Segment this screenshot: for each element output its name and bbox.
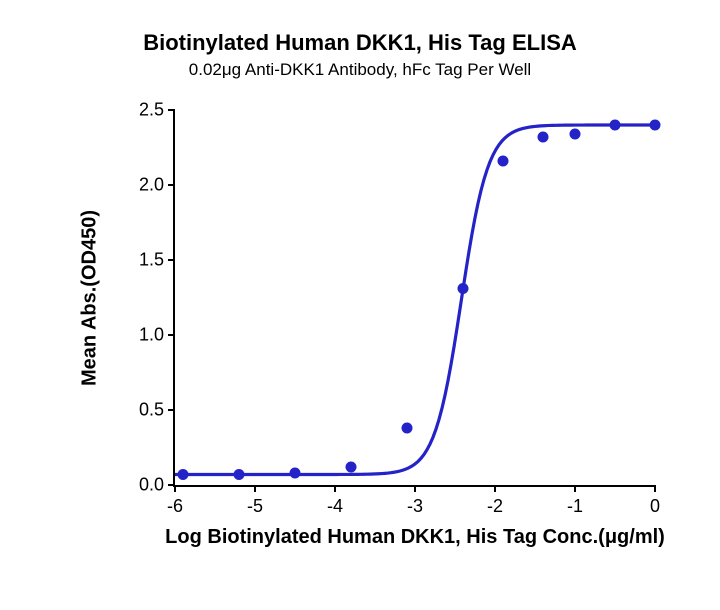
title-block: Biotinylated Human DKK1, His Tag ELISA 0…	[0, 30, 720, 80]
y-tick	[168, 184, 175, 186]
x-tick-label: -4	[327, 496, 343, 517]
chart-title: Biotinylated Human DKK1, His Tag ELISA	[0, 30, 720, 56]
x-tick	[334, 485, 336, 492]
x-tick-label: -5	[247, 496, 263, 517]
y-tick-label: 2.0	[126, 175, 164, 196]
y-axis	[173, 110, 175, 487]
x-tick	[174, 485, 176, 492]
y-tick-label: 1.0	[126, 325, 164, 346]
y-tick	[168, 409, 175, 411]
elisa-chart: Biotinylated Human DKK1, His Tag ELISA 0…	[0, 0, 720, 610]
chart-subtitle: 0.02μg Anti-DKK1 Antibody, hFc Tag Per W…	[0, 60, 720, 80]
data-point	[538, 132, 549, 143]
data-point	[458, 283, 469, 294]
data-point	[498, 156, 509, 167]
data-point	[610, 120, 621, 131]
y-tick-label: 2.5	[126, 100, 164, 121]
data-point	[570, 129, 581, 140]
data-point	[178, 469, 189, 480]
x-tick	[574, 485, 576, 492]
x-tick-label: -2	[487, 496, 503, 517]
x-tick	[494, 485, 496, 492]
fit-curve	[175, 125, 655, 475]
data-point	[346, 462, 357, 473]
y-tick-label: 0.0	[126, 475, 164, 496]
x-tick-label: -3	[407, 496, 423, 517]
y-tick	[168, 259, 175, 261]
y-tick	[168, 334, 175, 336]
y-tick	[168, 109, 175, 111]
x-tick	[654, 485, 656, 492]
x-axis-label: Log Biotinylated Human DKK1, His Tag Con…	[165, 526, 665, 549]
y-tick-label: 1.5	[126, 250, 164, 271]
y-tick-label: 0.5	[126, 400, 164, 421]
x-tick-label: -1	[567, 496, 583, 517]
plot-svg	[175, 110, 655, 485]
y-tick	[168, 484, 175, 486]
plot-area	[175, 110, 655, 485]
x-tick-label: 0	[650, 496, 660, 517]
x-tick	[414, 485, 416, 492]
x-tick	[254, 485, 256, 492]
data-point	[234, 469, 245, 480]
y-axis-label: Mean Abs.(OD450)	[79, 210, 102, 386]
data-point	[290, 468, 301, 479]
x-tick-label: -6	[167, 496, 183, 517]
data-point	[650, 120, 661, 131]
data-point	[402, 423, 413, 434]
